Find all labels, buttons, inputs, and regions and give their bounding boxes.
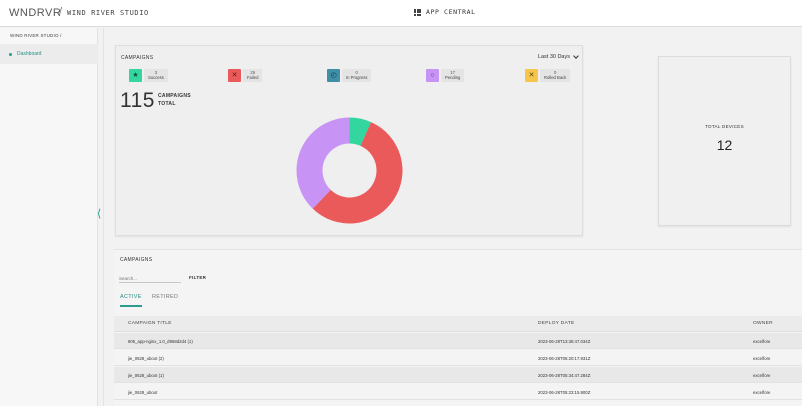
chevron-down-icon <box>573 53 579 59</box>
column-header-owner[interactable]: OWNER <box>753 321 773 326</box>
studio-name[interactable]: WIND RIVER STUDIO <box>67 9 149 17</box>
sidebar-item-label: Dashboard <box>17 51 42 57</box>
campaign-status-donut-chart[interactable] <box>296 117 403 224</box>
sidebar-item-dashboard[interactable]: Dashboard <box>0 44 98 64</box>
cell-campaign-title: jie_0628_uboot (1) <box>128 373 164 378</box>
donut-slice-pending[interactable] <box>296 117 350 209</box>
tab-active[interactable]: ACTIVE <box>120 294 142 307</box>
cell-owner: excelfore <box>753 356 771 361</box>
cell-campaign-title: 806_app-nginx_1.0_d958d2d4 (1) <box>128 339 193 344</box>
star-icon: ★ <box>129 69 142 82</box>
stat-rolled-back[interactable]: ✕ 0 Rolled Back <box>525 69 571 83</box>
stat-pending[interactable]: ○ 17 Pending <box>426 69 465 83</box>
sidebar: WIND RIVER STUDIO / Dashboard <box>0 28 98 406</box>
progress-icon: ◴ <box>327 69 340 82</box>
filter-button[interactable]: FILTER <box>189 275 207 280</box>
devices-label: TOTAL DEVICES <box>705 124 744 129</box>
cell-deploy-date: 2023-06-28T06:20:17.931Z <box>538 356 591 361</box>
stat-in-progress[interactable]: ◴ 0 In Progress <box>327 69 372 83</box>
cell-owner: excelfore <box>753 339 771 344</box>
stat-success[interactable]: ★ 3 Success <box>129 69 168 83</box>
total-campaigns-label: CAMPAIGNS TOTAL <box>158 93 191 107</box>
devices-value: 12 <box>716 137 733 153</box>
cell-deploy-date: 2023-06-28T13:36:47.034Z <box>538 339 591 344</box>
app-central-link[interactable]: APP CENTRAL <box>414 8 476 16</box>
table-row[interactable]: jie_0628_uboot (2) 2023-06-28T06:20:17.9… <box>114 350 802 366</box>
total-campaigns-count: 115 <box>120 89 155 112</box>
top-bar: WNDRVR / WIND RIVER STUDIO APP CENTRAL <box>0 0 802 27</box>
column-header-deploy-date[interactable]: DEPLOY DATE <box>538 321 575 326</box>
stat-count: 17 <box>450 70 456 75</box>
search-input[interactable] <box>119 274 181 283</box>
tab-retired[interactable]: RETIRED <box>152 294 179 300</box>
table-row[interactable]: jie_0628_uboot 2023-06-28T05:23:15.900Z … <box>114 384 802 400</box>
stat-failed[interactable]: ✕ 25 Failed <box>228 69 263 83</box>
card-title: CAMPAIGNS <box>121 55 154 61</box>
circle-icon: ○ <box>426 69 439 82</box>
grid-icon <box>414 8 421 16</box>
stat-count: 0 <box>554 70 557 75</box>
cell-deploy-date: 2023-06-28T05:23:15.900Z <box>538 390 591 395</box>
content-divider <box>103 28 104 406</box>
stat-count: 0 <box>355 70 358 75</box>
active-dot-icon <box>9 52 12 56</box>
stat-label: Failed <box>247 75 259 80</box>
total-devices-card: TOTAL DEVICES 12 <box>658 56 791 226</box>
x-icon: ✕ <box>525 69 538 82</box>
cell-owner: excelfore <box>753 390 771 395</box>
x-icon: ✕ <box>228 69 241 82</box>
cell-deploy-date: 2023-06-28T05:34:47.284Z <box>538 373 591 378</box>
logo-separator: / <box>59 6 63 18</box>
donut-slice-failed[interactable] <box>312 122 403 224</box>
chevron-left-icon[interactable]: ⟨ <box>97 208 102 220</box>
stat-label: Success <box>148 75 164 80</box>
table-header: CAMPAIGN TITLE DEPLOY DATE OWNER <box>114 316 802 332</box>
stat-count: 3 <box>154 70 158 75</box>
stat-label: Rolled Back <box>544 75 567 80</box>
stat-label: In Progress <box>346 75 368 80</box>
app-central-label: APP CENTRAL <box>426 8 476 16</box>
cell-campaign-title: jie_0628_uboot (2) <box>128 356 164 361</box>
donut-slice-success[interactable] <box>349 117 372 146</box>
period-dropdown[interactable]: Last 30 Days <box>537 53 579 60</box>
campaigns-table-card: CAMPAIGNS FILTER ACTIVE RETIRED CAMPAIGN… <box>114 249 802 406</box>
app-logo[interactable]: WNDRVR <box>9 7 62 19</box>
table-row[interactable]: jie_0628_uboot (1) 2023-06-28T05:34:47.2… <box>114 367 802 383</box>
stat-label: Pending <box>445 75 461 80</box>
table-title: CAMPAIGNS <box>120 257 153 263</box>
cell-owner: excelfore <box>753 373 771 378</box>
cell-campaign-title: jie_0628_uboot <box>128 390 158 395</box>
column-header-title[interactable]: CAMPAIGN TITLE <box>128 321 172 326</box>
table-row[interactable]: 806_app-nginx_1.0_d958d2d4 (1) 2023-06-2… <box>114 333 802 349</box>
period-value: Last 30 Days <box>537 54 570 60</box>
stat-count: 25 <box>250 70 256 75</box>
campaigns-summary-card: CAMPAIGNS Last 30 Days ★ 3 Success ✕ 25 … <box>115 45 583 236</box>
breadcrumb[interactable]: WIND RIVER STUDIO / <box>10 33 62 38</box>
